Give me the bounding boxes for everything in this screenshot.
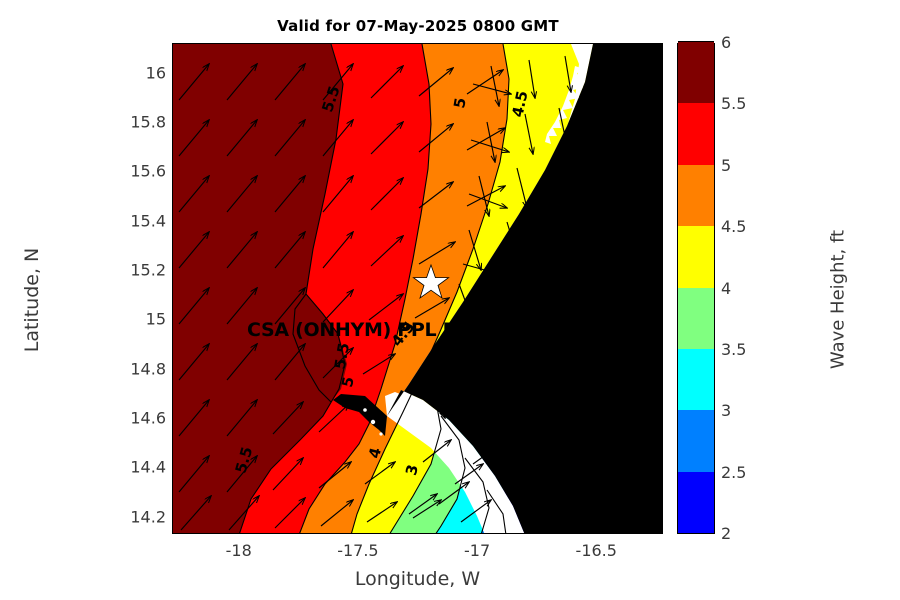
site-star-marker[interactable] (412, 263, 450, 300)
islet-3 (363, 408, 367, 412)
colorbar-tick-label: 3 (721, 401, 732, 421)
coast-detail-north (545, 66, 585, 144)
x-tick-label: -16.5 (575, 541, 617, 560)
band-5.5-6-tongue (293, 294, 347, 402)
y-tick-label: 14.8 (130, 359, 166, 379)
site-label: CSA (ONHYM) PPL E (247, 319, 456, 341)
colorbar-tick-label: 3.5 (721, 339, 747, 359)
colorbar-tick-label: 5.5 (721, 94, 747, 114)
wave-direction-arrows (178, 55, 571, 531)
y-tick-label: 15.4 (130, 211, 166, 231)
y-tick-label: 15 (145, 309, 166, 329)
colorbar-tick-label: 2 (721, 524, 732, 544)
y-tick-label: 15.8 (130, 112, 166, 132)
colorbar-tick-label: 5 (721, 155, 732, 175)
x-tick-label: -17 (464, 541, 491, 560)
colorbar-tick-label: 4.5 (721, 217, 747, 237)
colorbar-band (678, 286, 714, 349)
x-tick-label: -17.5 (337, 541, 379, 560)
y-tick-label: 16 (145, 63, 166, 83)
wave-height-map (173, 44, 662, 533)
y-tick-label: 14.4 (130, 457, 166, 477)
islet-2 (379, 432, 383, 436)
x-tick-label: -18 (225, 541, 252, 560)
colorbar-band (678, 470, 714, 533)
y-tick-label: 15.6 (130, 161, 166, 181)
colorbar-band (678, 41, 714, 104)
figure-title: Valid for 07-May-2025 0800 GMT (277, 17, 559, 35)
contour-lines (239, 44, 510, 533)
colorbar-ticks: 2 2.5 3 3.5 4 4.5 5 5.5 6 (677, 0, 797, 600)
landmass (387, 44, 662, 533)
y-tick-label: 15.2 (130, 260, 166, 280)
colorbar (677, 41, 715, 534)
x-axis-label: Longitude, W (354, 568, 481, 590)
y-tick-label: 14.6 (130, 408, 166, 428)
colorbar-label: Wave Height, ft (827, 229, 849, 370)
colorbar-tick-label: 6 (721, 33, 732, 53)
y-axis-label: Latitude, N (21, 247, 43, 353)
colorbar-tick-label: 2.5 (721, 462, 747, 482)
x-axis-ticks: -18 -17.5 -17 -16.5 (0, 541, 900, 567)
colorbar-tick-label: 4 (721, 278, 732, 298)
islet-1 (370, 419, 376, 425)
y-tick-label: 14.2 (130, 507, 166, 527)
nearshore-white-strip-south (387, 390, 525, 533)
colorbar-band (678, 225, 714, 288)
map-plot-area: 5.5 5 4.5 5.5 5 4.5 5.5 4 3 CSA (ONHYM) PPL E (172, 43, 663, 534)
y-axis-ticks: 14.2 14.4 14.6 14.8 15 15.2 15.4 15.6 15.8 16 (100, 0, 166, 600)
